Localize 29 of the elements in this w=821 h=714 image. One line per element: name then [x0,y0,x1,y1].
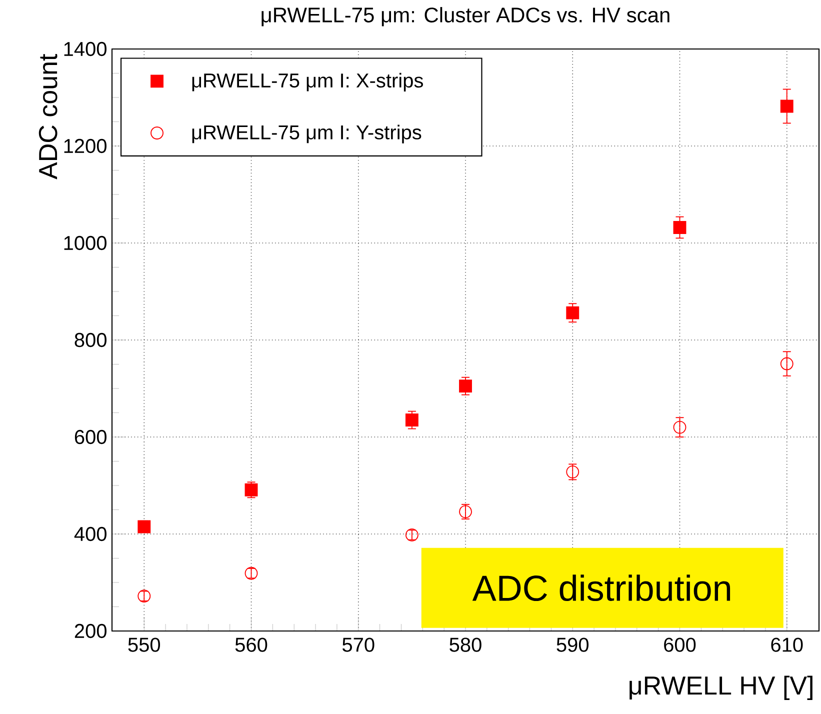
y-axis-title: ADC count [38,54,58,180]
annotation: ADC distribution [472,574,730,602]
x-tick-label: 610 [771,638,803,652]
point [459,380,472,393]
x-tick-label: 570 [342,638,374,652]
x-tick-label: 550 [128,638,160,652]
point [244,483,258,496]
point [673,221,686,234]
x-tick-label: 580 [450,638,482,652]
x-tick-label: 560 [235,638,268,652]
y-tick-label: 1200 [64,138,106,154]
point [673,420,686,434]
chart-title: μRWELL-75 μm: Cluster ADCs vs. HV scan [262,7,670,26]
point [780,100,794,113]
x-tick-label: 590 [556,638,589,652]
y-tick-label: 400 [74,526,106,542]
legend-label: μRWELL-75 μm I: Y-strips [192,124,422,144]
point [780,357,794,370]
point [405,414,418,426]
legend-label: μRWELL-75 μm I: X-strips [192,72,423,92]
x-tick-label: 600 [664,638,696,652]
y-tick-label: 1000 [64,236,106,250]
point [138,520,151,534]
point [566,306,580,320]
y-tick-label: 1400 [64,42,106,56]
x-axis-title: μRWELL HV [V] [630,676,812,700]
y-tick-label: 600 [74,430,106,444]
y-tick-label: 800 [74,332,106,348]
y-tick-label: 200 [74,624,106,638]
